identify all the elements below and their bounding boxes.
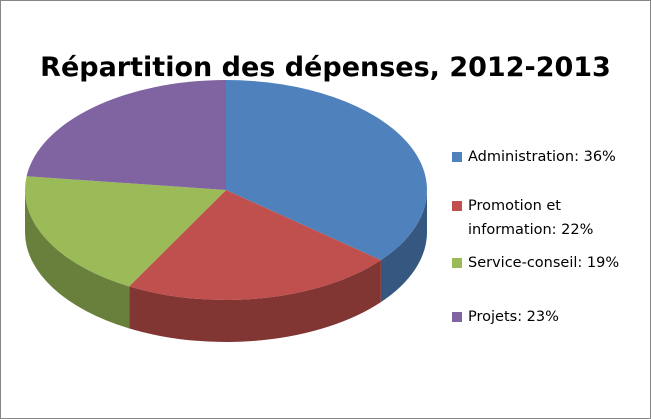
legend-entry: Administration: 36% [452,145,622,169]
legend-swatch [452,201,462,211]
pie-slice [129,190,381,300]
pie-side [25,190,130,329]
pie-side [380,190,427,303]
chart-title: Répartition des dépenses, 2012-2013 [40,52,611,83]
pie-side-shade [129,260,381,343]
legend-swatch [452,152,462,162]
legend-label: Projets: 23% [468,309,559,325]
legend-label: Promotion et information: 22% [468,198,594,238]
pie-slice [25,176,226,287]
legend-entry: Promotion et information: 22% [452,194,622,242]
legend-swatch [452,312,462,322]
pie-slice [26,80,226,190]
legend-swatch [452,258,462,268]
legend-label: Service-conseil: 19% [468,255,620,271]
pie-side-shade [25,190,130,329]
legend-entry: Service-conseil: 19% [452,251,622,275]
pie-side [129,260,381,343]
pie-slice [226,80,428,261]
legend-label: Administration: 36% [468,149,616,165]
pie-side-shade [380,190,427,303]
legend-entry: Projets: 23% [452,305,622,329]
